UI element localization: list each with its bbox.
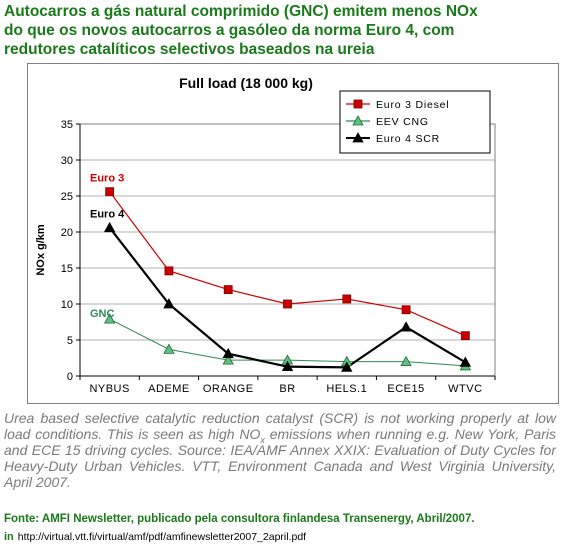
data-point-euro-3-diesel	[342, 294, 352, 304]
legend-box	[339, 90, 491, 154]
data-point-euro-3-diesel	[283, 299, 292, 309]
y-tick-label: 0	[67, 371, 73, 383]
data-point-eev-cng	[400, 355, 412, 367]
x-tick-label: WTVC	[448, 383, 482, 395]
x-tick-label: ORANGE	[203, 383, 254, 395]
source-url[interactable]: http://virtual.vtt.fi/virtual/amf/pdf/am…	[17, 531, 307, 543]
data-point-euro-4-scr	[163, 298, 175, 309]
y-tick-label: 30	[61, 155, 73, 167]
data-point-euro-3-diesel	[223, 285, 233, 295]
headline-line-2: do que os novos autocarros a gasóleo da …	[4, 22, 455, 39]
data-point-euro-4-scr	[352, 132, 364, 143]
legend-label: EEV CNG	[376, 116, 429, 128]
headline-line-1: Autocarros a gás natural comprimido (GNC…	[4, 3, 478, 20]
x-tick-label: ECE15	[387, 383, 424, 395]
legend-label: Euro 4 SCR	[376, 133, 440, 145]
x-tick-label: ADEME	[148, 383, 190, 395]
y-tick-label: 20	[61, 227, 73, 239]
data-point-euro-3-diesel	[164, 266, 174, 276]
y-tick-label: 10	[61, 299, 73, 311]
x-tick-label: HELS.1	[326, 383, 367, 395]
source-credit: Fonte: AMFI Newsletter, publicado pela c…	[4, 513, 475, 525]
y-tick-label: 15	[61, 263, 73, 275]
data-point-euro-4-scr	[103, 221, 116, 233]
caption-subscript: x	[260, 434, 265, 445]
series-line-euro-3-diesel	[109, 191, 466, 337]
y-axis-label: NOx g/km	[35, 224, 47, 276]
data-point-euro-3-diesel	[401, 305, 411, 315]
x-tick-label: BR	[279, 383, 295, 395]
y-tick-label: 35	[61, 119, 73, 131]
data-point-eev-cng	[352, 115, 364, 126]
nox-line-chart: Full load (18 000 kg) 0 5 10 15 20 25 30 35 NYBUS…	[35, 75, 496, 395]
x-tick-label: NYBUS	[89, 383, 129, 395]
series-annotation: GNC	[90, 308, 115, 320]
legend-label: Euro 3 Diesel	[376, 99, 449, 111]
source-link-line: in http://virtual.vtt.fi/virtual/amf/pdf/…	[4, 531, 306, 543]
headline: Autocarros a gás natural comprimido (GNC…	[4, 2, 560, 59]
data-point-euro-4-scr	[341, 361, 353, 372]
plot-area-border	[79, 123, 496, 377]
y-tick-label: 5	[67, 335, 73, 347]
caption-text-1: Urea based selective catalytic reduction…	[4, 410, 556, 442]
data-point-eev-cng	[222, 354, 234, 365]
data-point-euro-4-scr	[281, 360, 294, 372]
y-tick-label: 25	[61, 191, 73, 203]
data-point-euro-4-scr	[222, 347, 234, 359]
chart-title: Full load (18 000 kg)	[179, 75, 313, 91]
headline-line-3: redutores catalíticos selectivos baseado…	[4, 41, 375, 58]
data-point-euro-3-diesel	[353, 99, 363, 109]
series-annotation: Euro 4	[90, 209, 125, 221]
link-prefix: in	[4, 531, 14, 543]
data-point-eev-cng	[103, 313, 116, 324]
data-point-eev-cng	[163, 343, 175, 354]
series-annotation: Euro 3	[90, 173, 124, 185]
caption-text-2: emissions when running e.g. New York, Pa…	[4, 426, 556, 490]
data-point-euro-3-diesel	[460, 331, 470, 341]
data-point-euro-3-diesel	[105, 187, 115, 197]
figure-caption: Urea based selective catalytic reduction…	[4, 410, 556, 490]
data-point-euro-4-scr	[400, 321, 412, 332]
chart-container: Full load (18 000 kg) 0 5 10 15 20 25 30 35 NYBUS…	[27, 63, 559, 404]
data-point-euro-4-scr	[459, 356, 472, 367]
